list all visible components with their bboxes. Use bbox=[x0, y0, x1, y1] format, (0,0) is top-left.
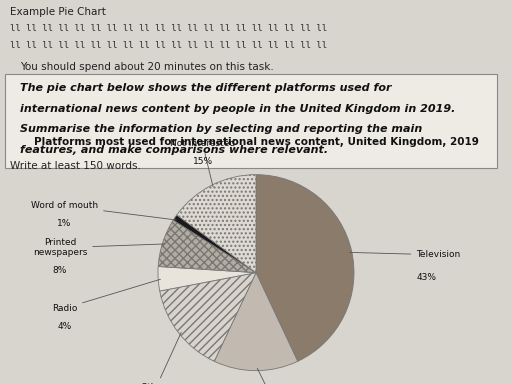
Text: Write at least 150 words.: Write at least 150 words. bbox=[10, 161, 141, 171]
Text: Radio: Radio bbox=[52, 279, 160, 313]
Text: Television: Television bbox=[350, 250, 461, 259]
Text: You should spend about 20 minutes on this task.: You should spend about 20 minutes on thi… bbox=[20, 62, 274, 72]
Text: Platforms most used for international news content, United Kingdom, 2019: Platforms most used for international ne… bbox=[34, 137, 478, 147]
Text: ll ll ll ll ll ll ll ll ll ll ll ll ll ll ll ll ll ll ll ll: ll ll ll ll ll ll ll ll ll ll ll ll ll l… bbox=[10, 24, 327, 33]
Text: features, and make comparisons where relevant.: features, and make comparisons where rel… bbox=[20, 145, 329, 155]
Text: Word of mouth: Word of mouth bbox=[31, 201, 176, 220]
Wedge shape bbox=[215, 273, 297, 371]
Text: Summarise the information by selecting and reporting the main: Summarise the information by selecting a… bbox=[20, 124, 423, 134]
Wedge shape bbox=[177, 175, 256, 273]
Text: 1%: 1% bbox=[57, 219, 72, 228]
Text: Social media: Social media bbox=[245, 368, 303, 384]
Text: Example Pie Chart: Example Pie Chart bbox=[10, 7, 106, 17]
Text: Printed
newspapers: Printed newspapers bbox=[33, 238, 165, 257]
Text: 43%: 43% bbox=[416, 273, 436, 281]
Wedge shape bbox=[173, 215, 256, 273]
Wedge shape bbox=[158, 266, 256, 291]
FancyBboxPatch shape bbox=[5, 74, 497, 167]
Text: Other
internet: Other internet bbox=[135, 332, 181, 384]
Text: ll ll ll ll ll ll ll ll ll ll ll ll ll ll ll ll ll ll ll ll: ll ll ll ll ll ll ll ll ll ll ll ll ll l… bbox=[10, 41, 327, 50]
Wedge shape bbox=[158, 220, 256, 273]
Wedge shape bbox=[256, 175, 354, 361]
Text: Not interested: Not interested bbox=[170, 139, 235, 187]
Wedge shape bbox=[160, 273, 256, 361]
Text: 15%: 15% bbox=[193, 157, 212, 166]
Text: The pie chart below shows the different platforms used for: The pie chart below shows the different … bbox=[20, 83, 392, 93]
Text: 8%: 8% bbox=[53, 266, 67, 275]
Text: 4%: 4% bbox=[57, 321, 72, 331]
Text: international news content by people in the United Kingdom in 2019.: international news content by people in … bbox=[20, 104, 456, 114]
